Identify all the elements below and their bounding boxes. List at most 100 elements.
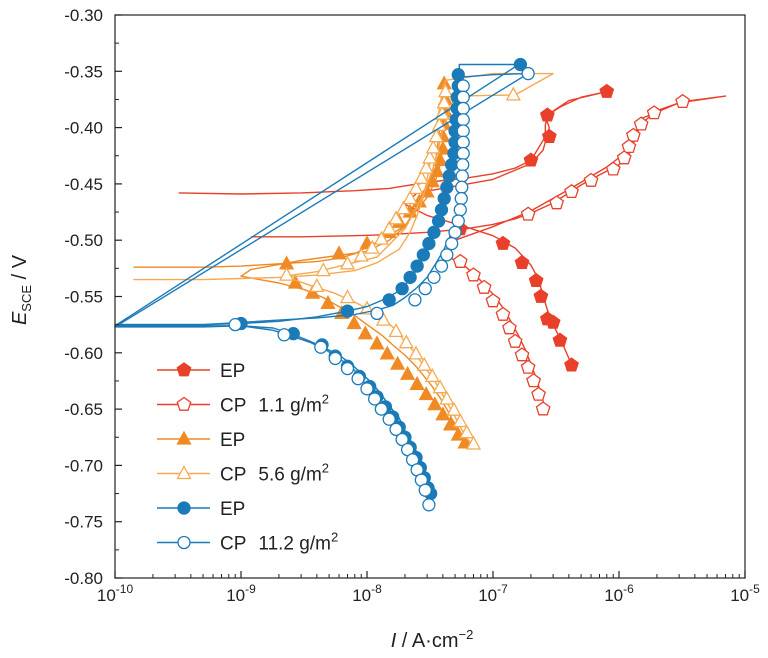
data-point (442, 169, 456, 183)
data-point (403, 270, 417, 285)
data-point (424, 368, 440, 383)
data-point (440, 248, 454, 262)
data-point (456, 79, 470, 93)
y-tick-label: -0.75 (64, 513, 103, 532)
data-point (418, 483, 432, 497)
series-line (133, 72, 554, 450)
y-tick-label: -0.45 (64, 175, 103, 194)
data-point (436, 94, 452, 109)
series-4 (133, 72, 554, 450)
data-point (448, 225, 462, 239)
data-point (549, 195, 565, 210)
data-point (507, 333, 523, 348)
legend-label: EP (220, 430, 245, 451)
axis-ticks: 10-10 10-9 10-8 10-7 10-6 10-5 -0.30 -0.35 -0.40… (64, 6, 760, 605)
data-point (431, 116, 447, 131)
data-point (402, 190, 418, 205)
y-tick-label: -0.80 (64, 569, 103, 588)
data-point (382, 412, 396, 426)
data-point (456, 135, 470, 149)
data-point (455, 180, 469, 194)
data-point (381, 220, 397, 235)
data-point (625, 127, 641, 142)
legend-entry: EP (157, 430, 245, 451)
data-point (279, 266, 295, 281)
data-point (435, 140, 451, 155)
data-point (434, 203, 449, 217)
data-point (416, 248, 430, 262)
data-point (418, 281, 432, 296)
data-point (427, 225, 441, 239)
data-point (400, 365, 416, 380)
data-point (616, 150, 632, 165)
data-point (514, 254, 530, 270)
data-point (539, 107, 555, 122)
data-point (432, 151, 448, 166)
data-point (432, 379, 448, 394)
legend-label: EP (220, 499, 245, 520)
data-point (305, 284, 321, 299)
data-point (520, 206, 536, 221)
data-point (395, 281, 409, 296)
data-point (390, 355, 406, 370)
data-point (431, 214, 446, 228)
legend-marker (177, 535, 191, 550)
x-tick-label: 10-5 (730, 582, 760, 605)
data-point (315, 262, 331, 277)
data-point (446, 401, 462, 416)
data-point (367, 392, 382, 406)
data-point (457, 434, 473, 449)
data-point (416, 356, 432, 371)
data-point (388, 210, 404, 225)
y-tick-label: -0.60 (64, 344, 103, 363)
legend-entry: CP 5.6 g/m2 (157, 461, 329, 486)
legend-entry: EP (157, 499, 245, 520)
legend-label: CP 5.6 g/m2 (220, 461, 329, 486)
data-point (541, 128, 557, 143)
y-tick-label: -0.30 (64, 6, 103, 25)
data-point (379, 345, 395, 360)
data-point (437, 191, 451, 206)
data-point (456, 158, 470, 172)
legend-label: CP 1.1 g/m2 (220, 392, 329, 417)
data-point (370, 306, 384, 321)
data-point (422, 149, 438, 164)
data-point (408, 345, 424, 360)
data-point (605, 161, 621, 176)
data-point (228, 317, 242, 332)
legend-marker (177, 501, 191, 515)
data-point (552, 332, 568, 347)
data-point (452, 413, 468, 428)
legend-marker (176, 362, 192, 377)
data-point (505, 86, 521, 101)
data-point (456, 124, 470, 138)
data-point (331, 245, 347, 260)
data-point (418, 159, 434, 174)
data-point (398, 334, 414, 349)
data-point (495, 306, 511, 321)
data-point (445, 236, 459, 251)
data-point (427, 270, 441, 285)
data-point (535, 401, 551, 416)
data-point (328, 351, 342, 366)
data-point (314, 340, 328, 354)
data-point (633, 116, 649, 131)
data-point (413, 169, 429, 184)
data-point (408, 180, 424, 195)
data-point (422, 498, 436, 512)
data-point (445, 158, 459, 172)
data-point (459, 424, 475, 439)
data-point (346, 315, 362, 330)
series-layer (114, 57, 727, 512)
legend-marker (176, 396, 192, 411)
x-axis-title: I / A·cm−2 (391, 627, 474, 652)
data-point (455, 169, 469, 183)
data-point (564, 183, 579, 199)
data-point (453, 203, 467, 217)
data-point (425, 139, 441, 154)
data-point (646, 105, 662, 120)
legend: EP CP 1.1 g/m2 EP CP 5.6 g/m2 EP CP 11.2 g/m2 (157, 361, 338, 555)
y-axis-title: ESCE / V (9, 254, 34, 325)
y-tick-label: -0.35 (64, 62, 103, 81)
data-point (454, 191, 468, 206)
